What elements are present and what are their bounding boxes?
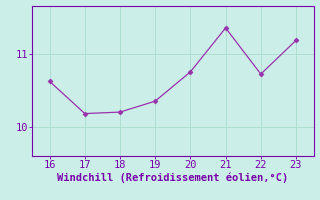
X-axis label: Windchill (Refroidissement éolien,°C): Windchill (Refroidissement éolien,°C) bbox=[57, 173, 288, 183]
